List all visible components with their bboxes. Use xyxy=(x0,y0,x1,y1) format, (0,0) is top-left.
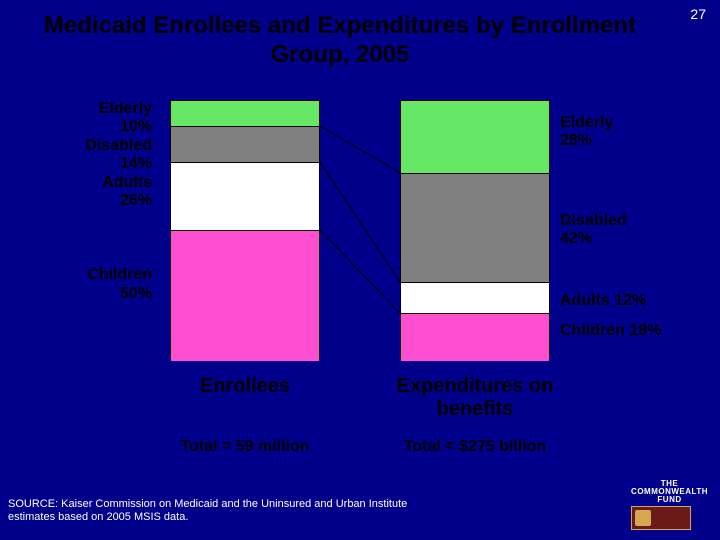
kaiser-logo-icon xyxy=(631,506,691,530)
total-enrollees: Total = 59 million xyxy=(130,438,360,456)
source-note: SOURCE: Kaiser Commission on Medicaid an… xyxy=(8,498,428,524)
bar-segment-elderly xyxy=(401,101,549,174)
commonwealth-line3: FUND xyxy=(631,496,708,504)
right-label-children: Children 18% xyxy=(560,322,661,340)
right-label-adults: Adults 12% xyxy=(560,292,646,310)
right-label-disabled: Disabled42% xyxy=(560,212,627,249)
axis-title-enrollees: Enrollees xyxy=(150,375,340,398)
chart-title: Medicaid Enrollees and Expenditures by E… xyxy=(0,0,720,74)
axis-title-expenditures: Expenditures on benefits xyxy=(370,375,580,421)
right-label-elderly: Elderly28% xyxy=(560,114,613,151)
bar-segment-children xyxy=(401,314,549,361)
total-expenditures: Total = $275 billion xyxy=(370,438,580,456)
chart-area: Elderly 10% Disabled 14% Adults 26% Chil… xyxy=(0,100,720,410)
bar-segment-adults xyxy=(401,283,549,314)
expenditures-bar xyxy=(400,100,550,360)
logo-area: THE COMMONWEALTH FUND xyxy=(631,480,708,530)
bar-segment-disabled xyxy=(401,174,549,283)
page-number: 27 xyxy=(690,6,706,22)
